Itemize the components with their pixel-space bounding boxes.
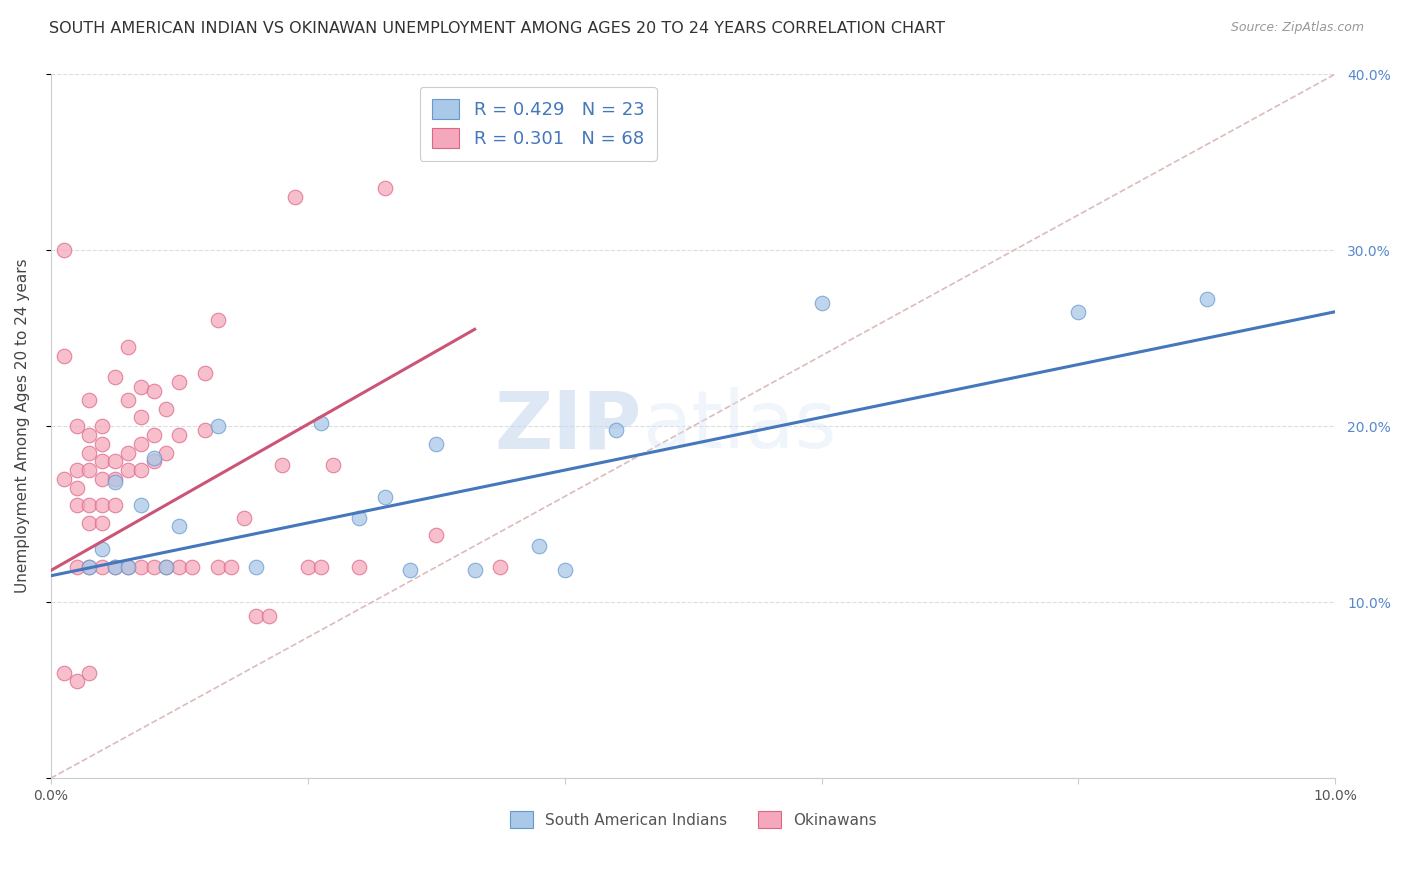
Point — [169, 519, 191, 533]
Point — [129, 560, 152, 574]
Point — [91, 499, 114, 513]
Point — [374, 490, 396, 504]
Point — [52, 349, 75, 363]
Point — [117, 560, 139, 574]
Point — [65, 560, 87, 574]
Point — [52, 472, 75, 486]
Point — [65, 481, 87, 495]
Point — [142, 450, 165, 465]
Point — [129, 499, 152, 513]
Point — [65, 674, 87, 689]
Point — [207, 419, 229, 434]
Point — [464, 564, 486, 578]
Point — [257, 609, 280, 624]
Point — [104, 472, 127, 486]
Point — [169, 428, 191, 442]
Point — [399, 564, 422, 578]
Point — [219, 560, 242, 574]
Point — [155, 560, 177, 574]
Point — [169, 560, 191, 574]
Point — [91, 436, 114, 450]
Point — [91, 419, 114, 434]
Point — [79, 665, 101, 680]
Point — [65, 419, 87, 434]
Point — [91, 542, 114, 557]
Point — [79, 463, 101, 477]
Point — [129, 380, 152, 394]
Point — [52, 665, 75, 680]
Point — [104, 560, 127, 574]
Point — [347, 510, 370, 524]
Point — [91, 472, 114, 486]
Text: Source: ZipAtlas.com: Source: ZipAtlas.com — [1230, 21, 1364, 34]
Point — [1195, 293, 1218, 307]
Point — [79, 499, 101, 513]
Point — [65, 463, 87, 477]
Point — [104, 454, 127, 468]
Point — [117, 340, 139, 354]
Point — [104, 560, 127, 574]
Point — [1067, 304, 1090, 318]
Point — [425, 528, 447, 542]
Point — [489, 560, 512, 574]
Point — [104, 475, 127, 490]
Point — [527, 539, 550, 553]
Point — [194, 367, 217, 381]
Point — [142, 560, 165, 574]
Text: ZIP: ZIP — [495, 387, 641, 465]
Point — [207, 313, 229, 327]
Y-axis label: Unemployment Among Ages 20 to 24 years: Unemployment Among Ages 20 to 24 years — [15, 259, 30, 593]
Point — [142, 384, 165, 398]
Point — [155, 560, 177, 574]
Point — [810, 296, 832, 310]
Point — [605, 423, 627, 437]
Point — [322, 458, 344, 472]
Point — [207, 560, 229, 574]
Point — [309, 560, 332, 574]
Point — [104, 369, 127, 384]
Point — [142, 428, 165, 442]
Point — [79, 392, 101, 407]
Point — [129, 463, 152, 477]
Point — [245, 560, 267, 574]
Point — [271, 458, 294, 472]
Point — [155, 401, 177, 416]
Point — [347, 560, 370, 574]
Point — [79, 516, 101, 530]
Point — [91, 560, 114, 574]
Point — [129, 436, 152, 450]
Point — [284, 190, 307, 204]
Point — [79, 560, 101, 574]
Point — [117, 392, 139, 407]
Point — [554, 564, 576, 578]
Point — [245, 609, 267, 624]
Point — [117, 445, 139, 459]
Text: atlas: atlas — [641, 387, 837, 465]
Point — [425, 436, 447, 450]
Point — [104, 499, 127, 513]
Point — [91, 454, 114, 468]
Point — [194, 423, 217, 437]
Point — [79, 445, 101, 459]
Point — [117, 463, 139, 477]
Legend: South American Indians, Okinawans: South American Indians, Okinawans — [503, 805, 883, 834]
Point — [91, 516, 114, 530]
Point — [181, 560, 204, 574]
Point — [169, 375, 191, 389]
Point — [129, 410, 152, 425]
Point — [117, 560, 139, 574]
Point — [297, 560, 319, 574]
Point — [79, 428, 101, 442]
Point — [52, 243, 75, 257]
Point — [155, 445, 177, 459]
Point — [79, 560, 101, 574]
Point — [65, 499, 87, 513]
Point — [232, 510, 254, 524]
Point — [374, 181, 396, 195]
Point — [309, 416, 332, 430]
Text: SOUTH AMERICAN INDIAN VS OKINAWAN UNEMPLOYMENT AMONG AGES 20 TO 24 YEARS CORRELA: SOUTH AMERICAN INDIAN VS OKINAWAN UNEMPL… — [49, 21, 945, 36]
Point — [142, 454, 165, 468]
